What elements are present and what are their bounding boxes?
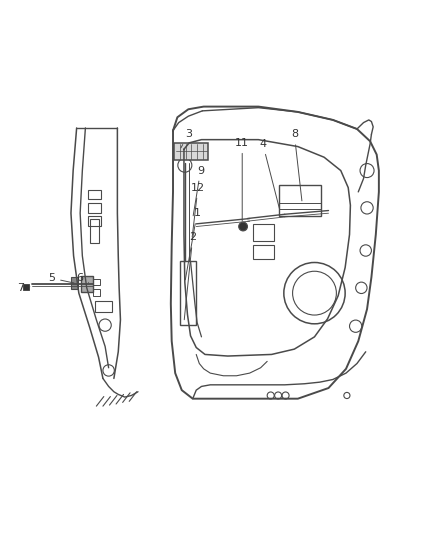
Text: 12: 12 — [191, 183, 205, 237]
Bar — [253, 224, 274, 241]
Text: 2: 2 — [184, 232, 196, 320]
Text: 7: 7 — [18, 283, 30, 293]
Bar — [180, 261, 196, 325]
Circle shape — [239, 222, 247, 231]
Bar — [174, 143, 208, 160]
Bar — [93, 289, 100, 296]
Bar — [95, 301, 112, 312]
Bar — [81, 276, 93, 292]
Bar — [93, 279, 100, 285]
Text: 9: 9 — [193, 166, 204, 216]
Bar — [88, 216, 101, 226]
Text: 11: 11 — [235, 138, 249, 221]
Bar — [88, 190, 101, 199]
Bar — [253, 245, 274, 259]
Text: 6: 6 — [76, 273, 88, 283]
Bar — [71, 277, 78, 289]
Text: 4: 4 — [259, 139, 279, 209]
Bar — [279, 185, 321, 216]
Bar — [88, 203, 101, 213]
Text: 3: 3 — [181, 130, 192, 148]
Text: 1: 1 — [185, 208, 201, 280]
Text: 5: 5 — [48, 273, 74, 283]
Bar — [90, 219, 99, 243]
Text: 8: 8 — [291, 130, 302, 201]
